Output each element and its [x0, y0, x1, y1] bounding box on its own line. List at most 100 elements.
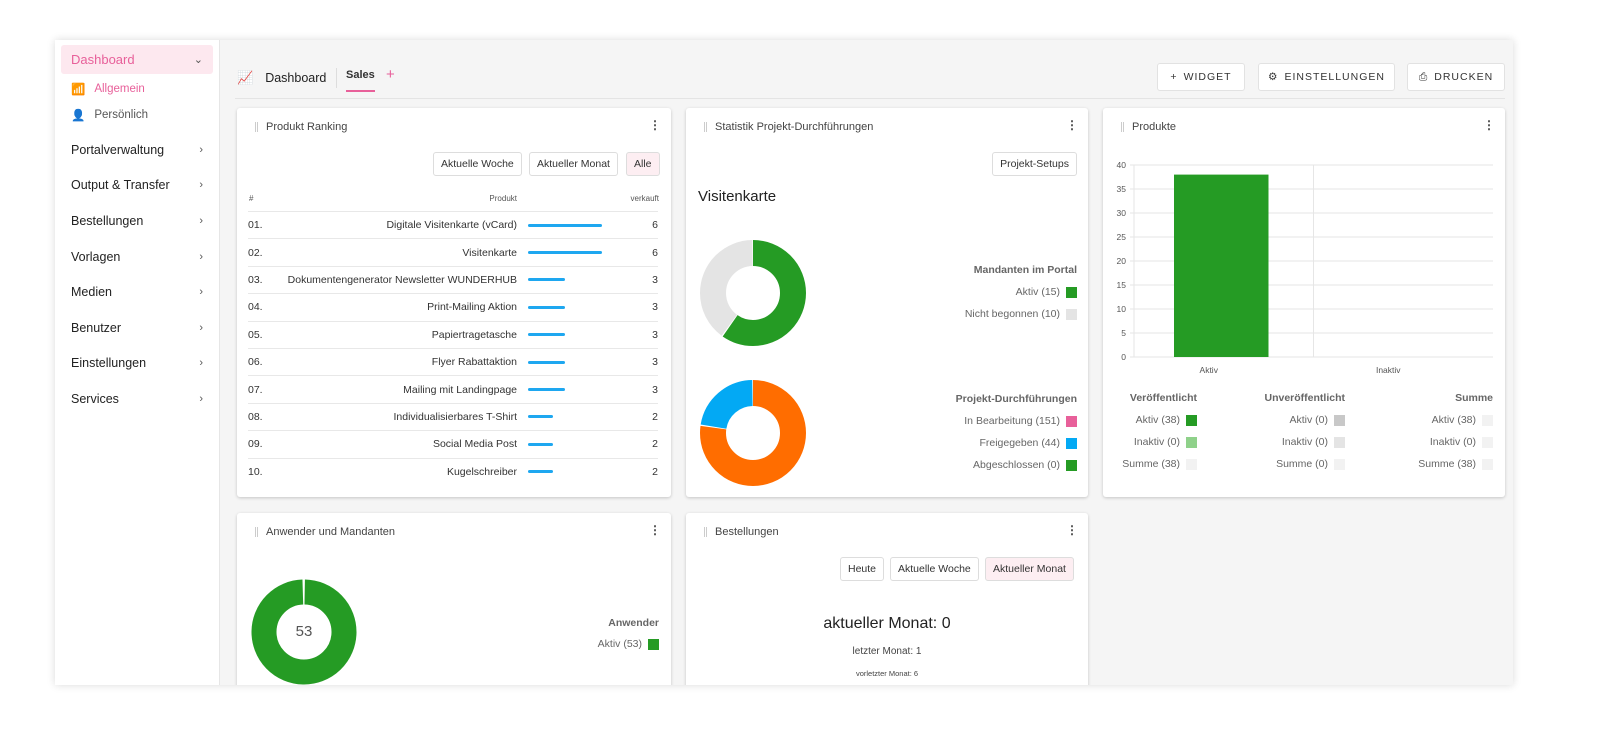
- sidebar-item-bestellungen[interactable]: Bestellungen ›: [55, 203, 219, 239]
- product-name: Visitenkarte: [462, 246, 517, 259]
- card-title: Produkte: [1132, 121, 1177, 133]
- legend-label: Aktiv (38): [1431, 414, 1476, 426]
- add-widget-button[interactable]: + WIDGET: [1157, 63, 1245, 91]
- legend-item: Summe (0): [1276, 458, 1345, 470]
- table-row: 03. Dokumentengenerator Newsletter WUNDER…: [248, 265, 658, 293]
- legend-swatch: [648, 638, 659, 650]
- legend-item: Aktiv (38): [1432, 414, 1493, 426]
- legend-item: Aktiv (0): [1289, 414, 1345, 426]
- sidebar-item-benutzer[interactable]: Benutzer ›: [55, 310, 219, 346]
- sidebar-item-label: Portalverwaltung: [71, 142, 165, 157]
- label: EINSTELLUNGEN: [1284, 71, 1385, 83]
- legend-swatch: [1482, 414, 1493, 426]
- sidebar-item-dashboard[interactable]: Dashboard ⌄: [61, 45, 213, 74]
- more-icon[interactable]: ⋮: [1066, 118, 1078, 132]
- y-tick-label: 15: [1117, 280, 1127, 290]
- sidebar-item-vorlagen[interactable]: Vorlagen ›: [55, 239, 219, 275]
- sidebar-item-services[interactable]: Services ›: [55, 381, 219, 417]
- table-row: 02. Visitenkarte 6: [248, 238, 658, 265]
- card-title: Anwender und Mandanten: [266, 526, 396, 538]
- settings-button[interactable]: ⚙ EINSTELLUNGEN: [1258, 63, 1395, 91]
- sold-bar: [528, 470, 553, 474]
- col-header-rank: #: [249, 194, 254, 203]
- label: Allgemein: [94, 83, 145, 95]
- card-title: Statistik Projekt-Durchführungen: [715, 121, 874, 133]
- print-button[interactable]: ⎙ DRUCKEN: [1407, 63, 1505, 91]
- legend-heading: Unveröffentlicht: [1264, 392, 1345, 404]
- filter-week-button[interactable]: Aktuelle Woche: [433, 152, 522, 176]
- sold-count: 6: [652, 219, 658, 232]
- sidebar-subitem-allgemein[interactable]: 📶 Allgemein: [55, 76, 219, 102]
- sidebar-item-einstellungen[interactable]: Einstellungen ›: [55, 346, 219, 382]
- donut-center-value: 53: [295, 623, 313, 640]
- subtitle: Visitenkarte: [698, 188, 777, 205]
- x-tick-label: Aktiv: [1200, 365, 1219, 375]
- drag-handle[interactable]: [704, 527, 707, 537]
- legend-swatch: [1334, 436, 1345, 448]
- legend-item: Summe (38): [1418, 458, 1493, 470]
- donut-segment[interactable]: [700, 240, 806, 346]
- legend-swatch: [1066, 286, 1077, 298]
- legend-item: In Bearbeitung (151): [964, 415, 1077, 427]
- legend-item: Aktiv (15): [1016, 286, 1077, 298]
- legend-heading: Summe: [1455, 392, 1493, 404]
- filter-week-button[interactable]: Aktuelle Woche: [890, 557, 979, 581]
- donut-segment[interactable]: [700, 240, 806, 346]
- legend-swatch: [1186, 436, 1197, 448]
- legend-swatch: [1334, 458, 1345, 470]
- chevron-right-icon: ›: [199, 250, 203, 263]
- filter-all-button[interactable]: Alle: [626, 152, 660, 176]
- chevron-right-icon: ›: [199, 321, 203, 334]
- legend-swatch: [1066, 437, 1077, 449]
- rank: 10.: [248, 465, 263, 478]
- project-setups-button[interactable]: Projekt-Setups: [992, 152, 1077, 176]
- chevron-right-icon: ›: [199, 357, 203, 370]
- sidebar-item-output-transfer[interactable]: Output & Transfer ›: [55, 168, 219, 204]
- filter-month-button[interactable]: Aktueller Monat: [985, 557, 1074, 581]
- sidebar-item-medien[interactable]: Medien ›: [55, 274, 219, 310]
- product-name: Print-Mailing Aktion: [427, 301, 517, 314]
- filter-month-button[interactable]: Aktueller Monat: [529, 152, 618, 176]
- more-icon[interactable]: ⋮: [1483, 118, 1495, 132]
- person-icon: 👤: [71, 110, 86, 122]
- more-icon[interactable]: ⋮: [649, 523, 661, 537]
- y-tick-label: 40: [1117, 160, 1127, 170]
- table-row: 10. Kugelschreiber 2: [248, 457, 658, 485]
- drag-handle[interactable]: [255, 527, 258, 537]
- sold-count: 3: [652, 273, 658, 286]
- rank: 02.: [248, 246, 263, 259]
- chevron-right-icon: ›: [199, 143, 203, 156]
- drag-handle[interactable]: [1121, 122, 1124, 132]
- product-name: Flyer Rabattaktion: [431, 356, 517, 369]
- drag-handle[interactable]: [255, 122, 258, 132]
- sold-count: 6: [652, 246, 658, 259]
- legend-swatch: [1482, 436, 1493, 448]
- sold-count: 2: [652, 465, 658, 478]
- sidebar-subitem-persoenlich[interactable]: 👤 Persönlich: [55, 102, 219, 128]
- more-icon[interactable]: ⋮: [1066, 523, 1078, 537]
- more-icon[interactable]: ⋮: [649, 118, 661, 132]
- table-row: 07. Mailing mit Landingpage 3: [248, 375, 658, 402]
- product-name: Social Media Post: [432, 438, 517, 451]
- sidebar-item-portalverwaltung[interactable]: Portalverwaltung ›: [55, 132, 219, 168]
- tab-sales[interactable]: Sales: [346, 69, 375, 92]
- legend-swatch: [1186, 414, 1197, 426]
- legend-label: Aktiv (53): [597, 638, 642, 650]
- rank: 08.: [248, 410, 263, 423]
- legend-item: Inaktiv (0): [1430, 436, 1493, 448]
- sidebar-item-label: Services: [71, 391, 119, 406]
- sold-bar: [528, 415, 553, 419]
- legend-heading: Mandanten im Portal: [973, 264, 1077, 276]
- sold-count: 3: [652, 328, 658, 341]
- sold-bar: [528, 251, 603, 255]
- sidebar-item-label: Dashboard: [71, 52, 135, 67]
- filter-today-button[interactable]: Heute: [840, 557, 885, 581]
- table-row: 08. Individualisierbares T-Shirt 2: [248, 402, 658, 430]
- y-tick-label: 25: [1117, 232, 1127, 242]
- statistics-card: Statistik Projekt-Durchführungen ⋮ Proje…: [686, 108, 1088, 497]
- y-tick-label: 10: [1117, 304, 1127, 314]
- donut-segment[interactable]: [700, 380, 806, 486]
- add-tab-icon[interactable]: +: [386, 66, 395, 83]
- drag-handle[interactable]: [704, 122, 707, 132]
- legend-item: Abgeschlossen (0): [973, 459, 1077, 471]
